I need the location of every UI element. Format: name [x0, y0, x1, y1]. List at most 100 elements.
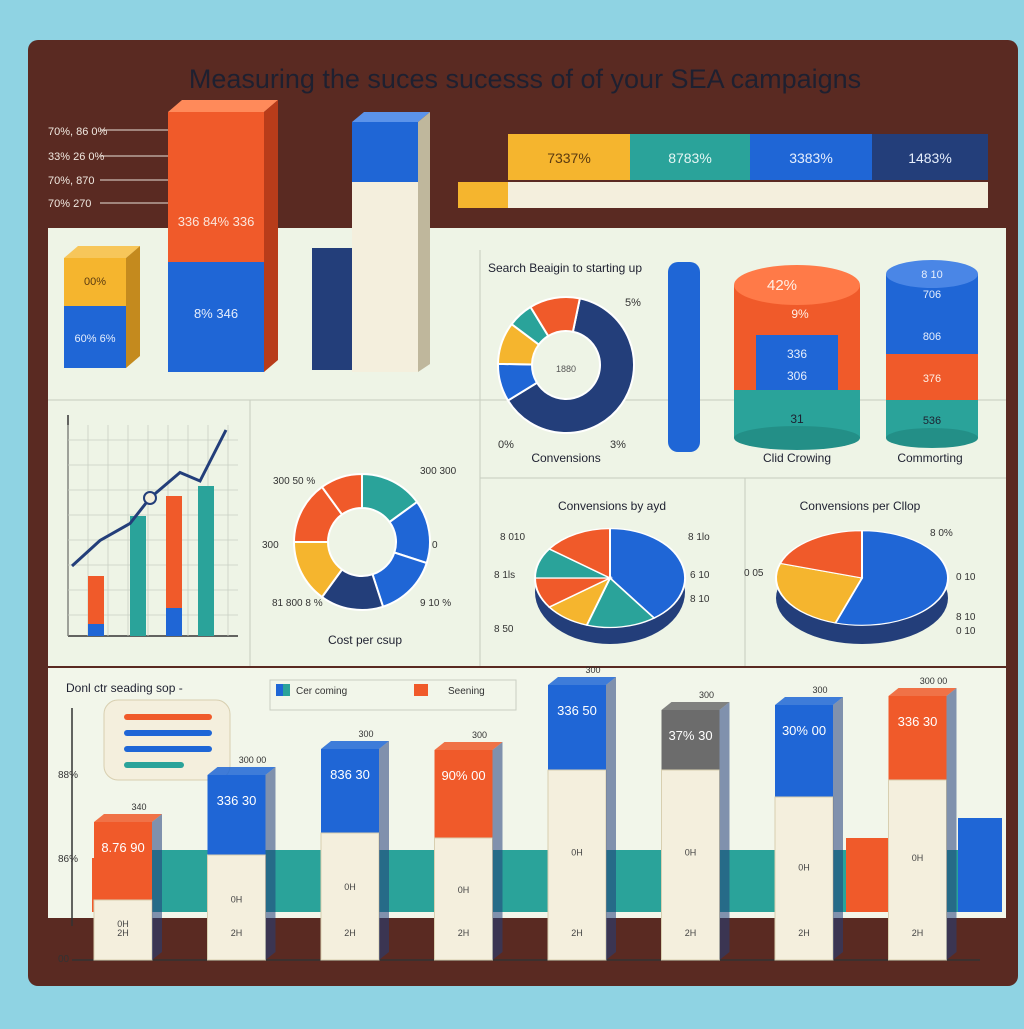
bar-segment: [775, 705, 833, 797]
data-label: 0%: [498, 439, 514, 451]
bar-label: 2H: [571, 928, 583, 938]
pie-slice: [775, 562, 864, 624]
bubble-line: [124, 730, 212, 736]
data-label: 8 1ls: [494, 570, 515, 581]
bar-value-label: 300: [699, 690, 714, 700]
bar: [198, 606, 214, 636]
cylinder-label: 42%: [767, 277, 797, 294]
bar-label: 0H: [685, 848, 697, 858]
bar-side-face: [126, 246, 140, 368]
bar-label: 0H: [571, 848, 583, 858]
bar-segment: [64, 306, 126, 368]
cost-donut-chart: 300 50 % 300 81 800 8 % 300 300 0 9 10 %…: [262, 466, 457, 647]
bar: [166, 496, 182, 608]
cylinder-label: 8 10: [921, 269, 942, 281]
bar-top-face: [321, 741, 389, 749]
bar-value-label: 300: [358, 729, 373, 739]
chart-caption: Cost per csup: [328, 633, 402, 647]
axis-label: 70% 270: [48, 198, 91, 210]
bar-side-face: [946, 688, 957, 960]
hbar-label: 3383%: [789, 150, 833, 166]
pie-slice: [834, 530, 949, 626]
bar-segment: [168, 262, 264, 372]
search-donut-chart: Search Beaigin to starting up 1880 5% 0%…: [488, 261, 642, 465]
bar-label: 336 30: [217, 793, 257, 808]
bar-side-face: [719, 702, 730, 960]
data-label: 8 50: [494, 624, 514, 635]
bar-label: 336 84% 336: [178, 214, 255, 229]
y-tick-label: 86%: [58, 854, 78, 865]
bar-segment: [434, 750, 493, 838]
bar-label: 0H: [458, 885, 470, 895]
pie-slice: [585, 576, 656, 629]
bar-segment: [312, 248, 352, 370]
bar-value-label: 300: [472, 730, 487, 740]
bubble-line: [124, 714, 212, 720]
data-label: 5%: [625, 297, 641, 309]
hbar-segment: [750, 134, 872, 180]
bar: [198, 486, 214, 606]
bar: [130, 516, 146, 612]
bar-segment: [352, 122, 418, 182]
bar-label: 30% 00: [782, 723, 826, 738]
data-label: 8 010: [500, 532, 525, 543]
bar-value-label: 300: [812, 685, 827, 695]
bar-label: 8.76 90: [101, 840, 144, 855]
bar-label: 0H: [344, 882, 356, 892]
top-horizontal-bar: 7337% 8783% 3383% 1483%: [458, 134, 988, 208]
background-band: [846, 838, 890, 912]
pie-slice: [547, 527, 611, 580]
cylinder-label: 306: [787, 369, 807, 383]
bar-label: 90% 00: [441, 768, 485, 783]
chart-title: Donl ctr seading sop -: [66, 681, 183, 695]
bar-segment: [320, 832, 380, 961]
cylinder-label: 336: [787, 347, 807, 361]
y-tick-label: 00: [58, 954, 70, 965]
bar-segment: [93, 899, 153, 961]
bar-value-label: 300 00: [920, 676, 948, 686]
bar-value-label: 300: [585, 665, 600, 675]
bar-segment: [168, 112, 264, 262]
data-label: 300 50 %: [273, 476, 315, 487]
bar-top-face: [64, 246, 140, 258]
bar-segment: [548, 685, 606, 770]
bar-side-face: [265, 767, 276, 960]
bar-label: 60% 6%: [75, 333, 116, 345]
bubble-line: [124, 746, 212, 752]
data-label: 9 10 %: [420, 598, 451, 609]
top-axis: 70%, 86 0% 33% 26 0% 70%, 870 70% 270: [48, 126, 180, 210]
bar-value-label: 300 00: [239, 755, 267, 765]
data-label: 0 10: [956, 572, 976, 583]
bar-segment: [661, 710, 720, 770]
bar-segment: [321, 749, 379, 833]
cylinder-label: 806: [923, 331, 941, 343]
bar-label: 0H: [231, 894, 243, 904]
bar-segment: [207, 775, 266, 855]
data-label: 8 0%: [930, 528, 953, 539]
bar-top-face: [207, 767, 276, 775]
hbar-label: 7337%: [547, 150, 591, 166]
legend-label: Seening: [448, 686, 485, 697]
bar-top-face: [548, 677, 616, 685]
bar-side-face: [833, 697, 843, 960]
bar-label: 2H: [231, 928, 243, 938]
bar-side-face: [379, 741, 389, 960]
data-label: 6 10: [690, 570, 710, 581]
data-label: 0: [432, 540, 438, 551]
bar-segment: [94, 822, 152, 900]
bar-top-face: [352, 112, 430, 122]
chart-caption: Clid Crowing: [763, 451, 831, 465]
bar-side-face: [264, 100, 278, 372]
pie-slice: [609, 527, 686, 619]
chart-caption: Commorting: [897, 451, 962, 465]
data-label: 8 10: [956, 612, 976, 623]
axis-label: 33% 26 0%: [48, 151, 104, 163]
bar-side-face: [606, 677, 616, 960]
cylinder-label: 706: [923, 289, 941, 301]
bar-label: 37% 30: [668, 728, 712, 743]
bar: [88, 624, 104, 636]
bar-top-face: [94, 814, 162, 822]
bar-label: 8% 346: [194, 306, 238, 321]
chart-title: Convensions by ayd: [558, 499, 666, 513]
cylinder-label: 376: [923, 373, 941, 385]
